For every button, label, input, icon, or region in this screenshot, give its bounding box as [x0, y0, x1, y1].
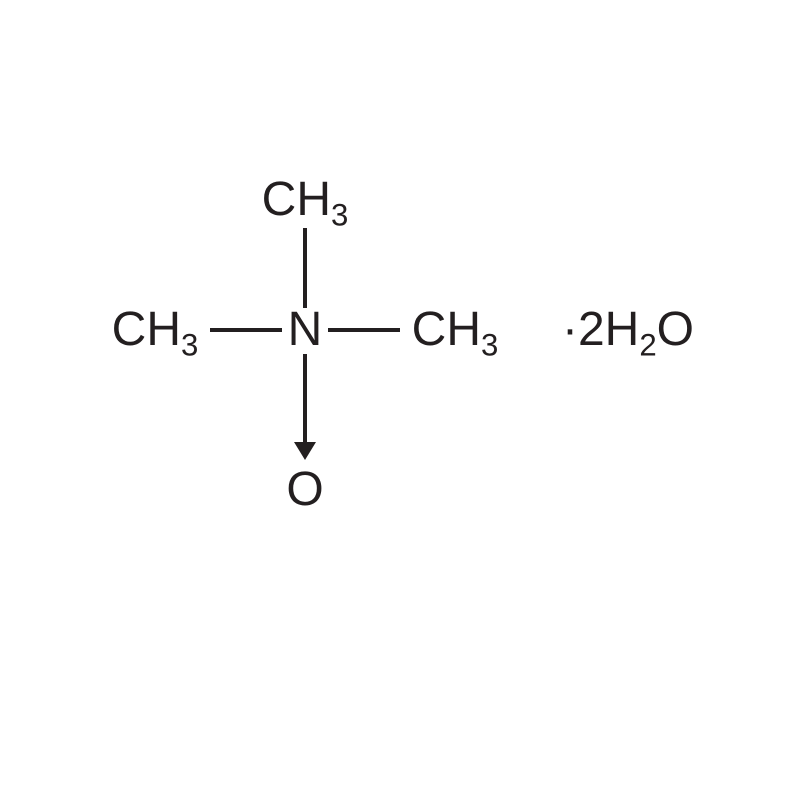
- arrowhead-icon: [294, 442, 316, 460]
- atom-methyl-top: CH3: [262, 176, 349, 224]
- atom-methyl-right: CH3: [412, 306, 499, 354]
- atom-nitrogen: N: [288, 306, 323, 354]
- atom-oxygen: O: [286, 466, 323, 514]
- atom-methyl-left: CH3: [112, 306, 199, 354]
- bond-layer: [0, 0, 800, 800]
- chemical-structure: N CH3 CH3 CH3 O ·2H2O: [0, 0, 800, 800]
- hydrate-label: ·2H2O: [562, 306, 694, 354]
